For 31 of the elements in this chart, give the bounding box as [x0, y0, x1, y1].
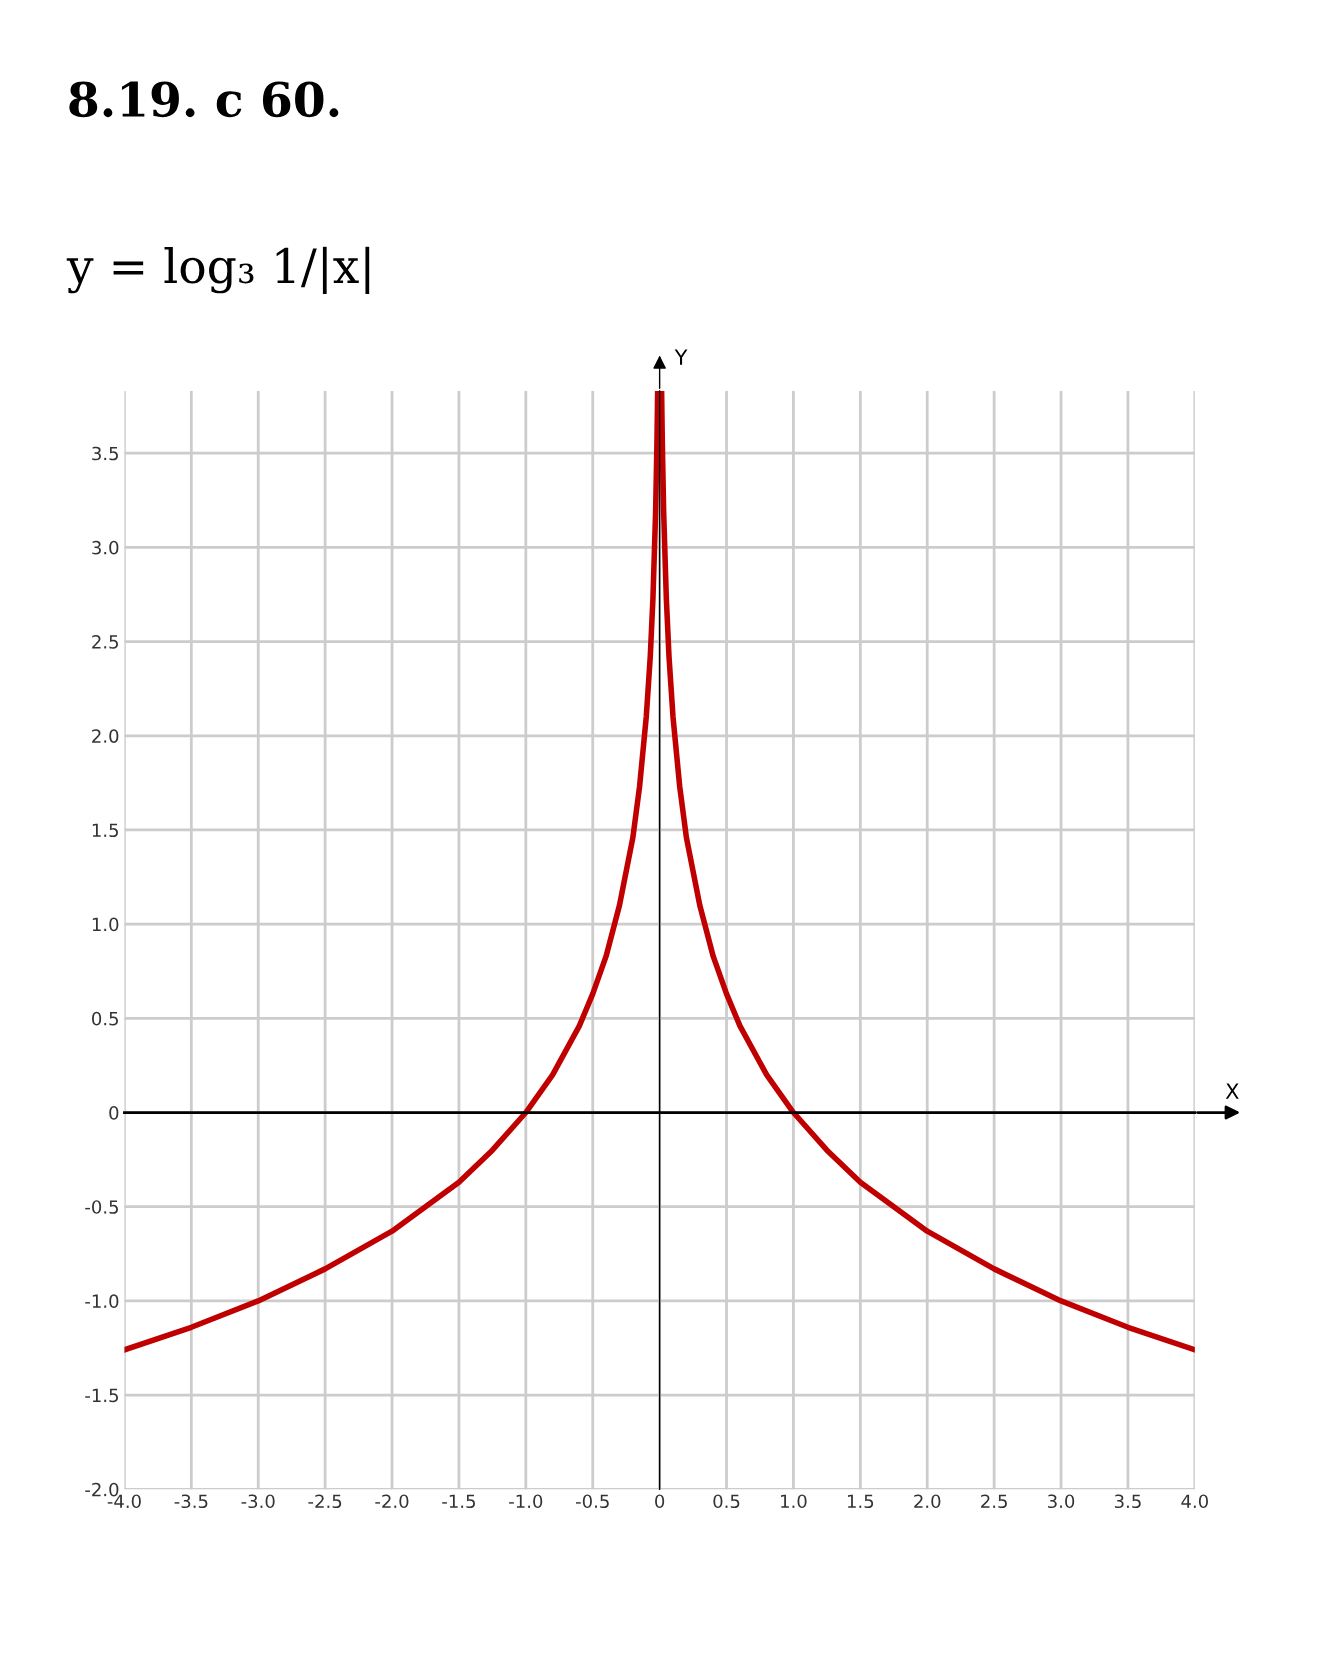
- y-tick-label: 2.5: [92, 635, 118, 649]
- x-tick-label: -2.5: [308, 1494, 342, 1509]
- y-tick-label: 3.0: [92, 540, 119, 555]
- x-tick-label: -3.0: [241, 1494, 275, 1509]
- y-tick-label: -1.5: [85, 1388, 118, 1403]
- x-tick-label: 2.0: [914, 1494, 941, 1509]
- y-tick-label: 2.0: [92, 729, 119, 743]
- x-tick-label: 2.5: [981, 1494, 1007, 1509]
- x-tick-label: -2.0: [375, 1494, 409, 1509]
- x-tick-label: 3.0: [1048, 1494, 1075, 1509]
- y-tick-label: -0.5: [85, 1200, 118, 1214]
- y-tick-label: 1.0: [92, 917, 119, 932]
- x-tick-label: 1.5: [847, 1494, 874, 1509]
- x-tick-label: 1.0: [781, 1494, 807, 1509]
- x-tick-label: -1.0: [509, 1494, 543, 1509]
- x-tick-label: 3.5: [1114, 1494, 1141, 1509]
- y-tick-label: 1.5: [92, 823, 118, 838]
- x-tick-label: 4.0: [1181, 1494, 1208, 1509]
- chart-title: 8.19. с 60.: [69, 81, 339, 118]
- x-axis-title: X: [1225, 1083, 1239, 1099]
- x-tick-label: -1.5: [442, 1494, 475, 1509]
- y-tick-label: 0.5: [92, 1011, 118, 1026]
- y-tick-label: 0: [109, 1105, 119, 1120]
- chart-subtitle: y = log₃ 1/|x|: [66, 246, 370, 295]
- y-tick-label: 3.5: [92, 446, 118, 461]
- x-tick-label: -0.5: [576, 1494, 609, 1509]
- y-axis-title: Y: [674, 349, 688, 365]
- x-tick-label: -3.5: [174, 1494, 208, 1509]
- x-tick-label: 0.5: [713, 1494, 740, 1509]
- x-tick-label: 0: [655, 1494, 665, 1509]
- y-tick-label: -1.0: [85, 1294, 119, 1309]
